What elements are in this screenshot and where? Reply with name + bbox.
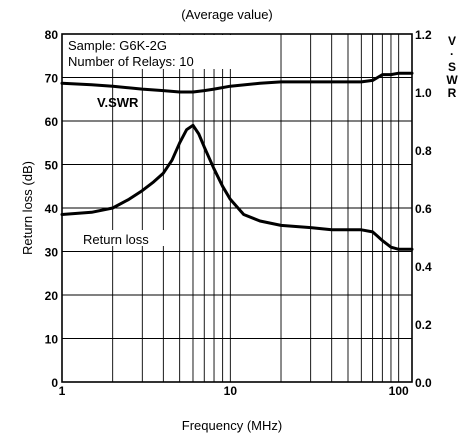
- y2-tick-label: 0.6: [415, 202, 432, 216]
- y2-tick-label: 0.2: [415, 318, 432, 332]
- y2-label-char: R: [448, 86, 457, 100]
- y2-axis-label: V·SWR: [446, 34, 458, 100]
- series-layer: [60, 71, 414, 251]
- y-tick-label: 80: [45, 28, 59, 42]
- y-tick-label: 30: [45, 246, 59, 260]
- x-tick-label: 1: [59, 384, 66, 398]
- y2-label-char: S: [448, 60, 456, 74]
- x-tick-label: 100: [389, 384, 409, 398]
- series-label-return-loss: Return loss: [83, 232, 149, 247]
- y-tick-label: 70: [45, 72, 59, 86]
- y2-tick-label: 0.0: [415, 376, 432, 390]
- y2-tick-label: 0.8: [415, 144, 432, 158]
- y2-tick-label: 0.4: [415, 260, 432, 274]
- series-label-vswr: V.SWR: [97, 95, 139, 110]
- y2-label-char: ·: [450, 47, 454, 61]
- y2-label-char: W: [446, 73, 458, 87]
- chart-title: (Average value): [181, 7, 273, 22]
- y-axis-label: Return loss (dB): [20, 161, 35, 255]
- label-backdrop: [80, 230, 166, 246]
- series-return-loss: [60, 123, 414, 251]
- y-tick-label: 60: [45, 115, 59, 129]
- annotation-text: Sample: G6K-2G: [68, 38, 167, 53]
- y-tick-label: 10: [45, 333, 59, 347]
- y-tick-label: 50: [45, 159, 59, 173]
- y-tick-label: 0: [51, 376, 58, 390]
- annotation-text: Number of Relays: 10: [68, 54, 194, 69]
- y-tick-label: 20: [45, 289, 59, 303]
- x-axis-label: Frequency (MHz): [182, 418, 282, 433]
- x-tick-label: 10: [224, 384, 238, 398]
- plot-frame: [61, 33, 413, 383]
- y2-tick-label: 1.2: [415, 28, 432, 42]
- y-tick-label: 40: [45, 202, 59, 216]
- annotation-backdrop: [64, 35, 239, 69]
- series-v-swr: [60, 71, 414, 94]
- y2-tick-label: 1.0: [415, 86, 432, 100]
- tick-labels: 0 10 20 30 40 50 60 70 80 0.0 0.2 0.4 0.6 0.8 1.0 1.2 1 1…: [45, 28, 432, 398]
- y2-label-char: V: [448, 34, 456, 48]
